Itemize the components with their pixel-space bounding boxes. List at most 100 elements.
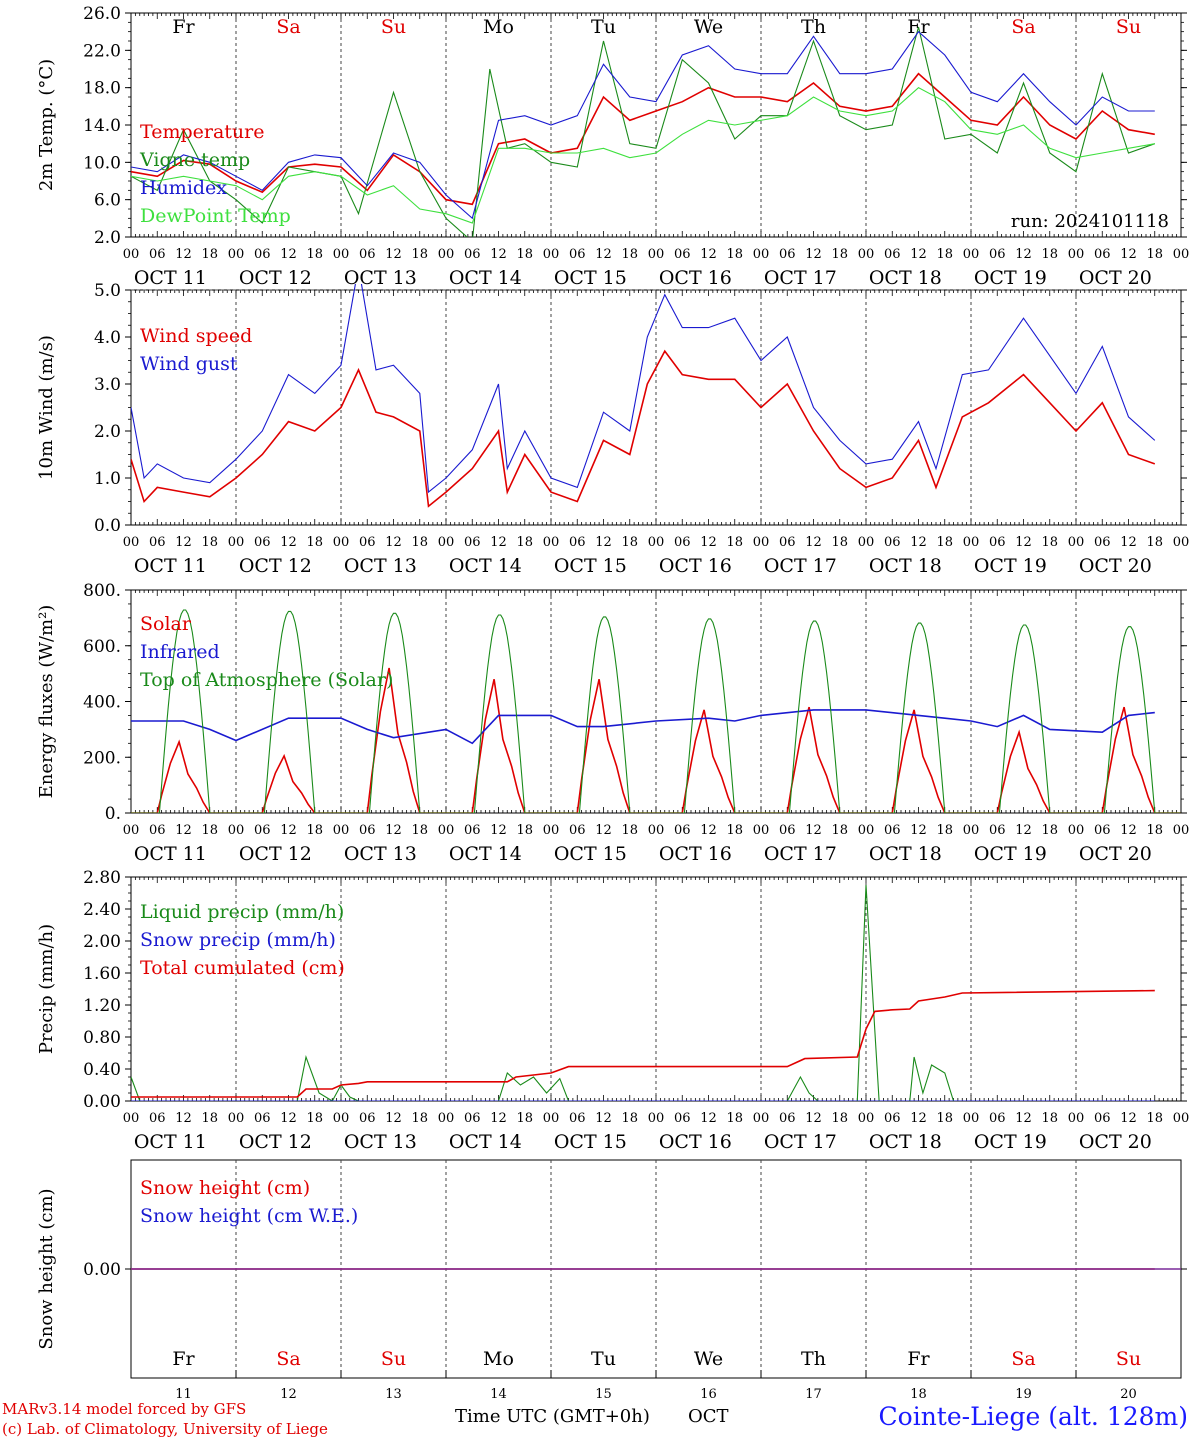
hour-tick-label: 12 <box>1015 247 1032 262</box>
hour-tick-label: 06 <box>359 247 376 262</box>
hour-tick-label: 06 <box>359 1111 376 1126</box>
date-label: OCT 20 <box>1079 267 1152 289</box>
day-of-week-label: Tu <box>591 16 616 38</box>
y-axis-label: Precip (mm/h) <box>36 924 57 1054</box>
y-tick-label: 10.0 <box>83 153 121 173</box>
hour-tick-label: 00 <box>543 823 560 838</box>
hour-tick-label: 00 <box>648 535 665 550</box>
hour-tick-label: 00 <box>858 535 875 550</box>
station-name: Cointe-Liege (alt. 128m) <box>878 1402 1188 1431</box>
date-label: OCT 19 <box>974 267 1047 289</box>
hour-tick-label: 12 <box>595 1111 612 1126</box>
y-tick-label: 2.40 <box>83 900 121 920</box>
hour-tick-label: 12 <box>1120 535 1137 550</box>
hour-tick-label: 00 <box>543 1111 560 1126</box>
day-of-week-label: Su <box>381 16 406 38</box>
y-axis-label: Energy fluxes (W/m²) <box>36 605 57 799</box>
hour-tick-label: 18 <box>726 1111 743 1126</box>
hour-tick-label: 06 <box>779 823 796 838</box>
y-tick-label: 1.0 <box>94 469 121 489</box>
day-number-label: 19 <box>1015 1387 1032 1400</box>
hour-tick-label: 06 <box>884 823 901 838</box>
date-label: OCT 15 <box>554 267 627 289</box>
date-label: OCT 12 <box>239 267 312 289</box>
legend-entry: Solar <box>140 613 192 635</box>
hour-tick-label: 18 <box>621 1111 638 1126</box>
hour-tick-label: 06 <box>464 535 481 550</box>
hour-tick-label: 06 <box>149 823 166 838</box>
y-tick-label: 18.0 <box>83 79 121 99</box>
hour-tick-label: 00 <box>228 535 245 550</box>
day-of-week-label: Th <box>801 16 826 38</box>
hour-tick-label: 12 <box>805 1111 822 1126</box>
day-number-label: 12 <box>280 1387 297 1400</box>
hour-tick-label: 12 <box>805 247 822 262</box>
hour-tick-label: 18 <box>411 823 428 838</box>
hour-tick-label: 06 <box>464 247 481 262</box>
date-label: OCT 16 <box>659 1131 732 1153</box>
hour-tick-label: 06 <box>1094 247 1111 262</box>
hour-tick-label: 18 <box>411 247 428 262</box>
hour-tick-label: 12 <box>385 1111 402 1126</box>
hour-tick-label: 18 <box>1041 535 1058 550</box>
model-credit: MARv3.14 model forced by GFS <box>2 1400 247 1418</box>
hour-tick-label: 12 <box>175 247 192 262</box>
hour-tick-label: 00 <box>648 823 665 838</box>
y-axis-label: 2m Temp. (°C) <box>36 59 57 191</box>
hour-tick-label: 18 <box>516 535 533 550</box>
panel-snow: 0.00 Snow height (cm) Snow height (cm) Snow… <box>36 1159 1187 1400</box>
hour-tick-label: 18 <box>1146 247 1163 262</box>
legend-entry: Total cumulated (cm) <box>140 957 345 979</box>
hour-tick-label: 00 <box>333 535 350 550</box>
hour-tick-label: 06 <box>149 247 166 262</box>
hour-tick-label: 12 <box>1120 247 1137 262</box>
hour-tick-label: 00 <box>123 535 140 550</box>
y-tick-label: 2.0 <box>94 422 121 442</box>
day-of-week-label: Mo <box>483 16 514 38</box>
hour-tick-label: 00 <box>753 535 770 550</box>
hour-tick-label: 00 <box>1173 823 1190 838</box>
hour-tick-label: 18 <box>411 535 428 550</box>
panel-wind: 0.0 1.0 2.0 3.0 4.0 5.0 10m Wind (m/s) Wind spe… <box>36 281 1189 577</box>
hour-tick-label: 12 <box>175 535 192 550</box>
hour-tick-label: 18 <box>1041 247 1058 262</box>
hour-tick-label: 18 <box>621 823 638 838</box>
y-tick-label: 0.00 <box>83 1092 121 1112</box>
y-axis-label: Snow height (cm) <box>36 1188 57 1349</box>
legend-entry: Wind speed <box>140 325 252 347</box>
date-label: OCT 16 <box>659 843 732 865</box>
series-line-temperature <box>131 72 1155 206</box>
date-label: OCT 13 <box>344 555 417 577</box>
hour-tick-label: 18 <box>726 535 743 550</box>
legend-entry: Liquid precip (mm/h) <box>140 901 344 923</box>
y-tick-label: 0.00 <box>83 1260 121 1280</box>
hour-tick-label: 18 <box>621 535 638 550</box>
hour-tick-label: 00 <box>753 1111 770 1126</box>
hour-tick-label: 12 <box>385 247 402 262</box>
hour-tick-label: 12 <box>175 823 192 838</box>
hour-tick-label: 06 <box>569 1111 586 1126</box>
y-axis-label: 10m Wind (m/s) <box>36 335 57 480</box>
hour-tick-label: 12 <box>805 535 822 550</box>
hour-tick-label: 12 <box>700 1111 717 1126</box>
hour-tick-label: 00 <box>228 1111 245 1126</box>
hour-tick-label: 06 <box>779 247 796 262</box>
day-of-week-label: Fr <box>172 16 195 38</box>
day-number-label: 13 <box>385 1387 402 1400</box>
hour-tick-label: 06 <box>779 1111 796 1126</box>
day-of-week-label: Fr <box>907 1348 930 1370</box>
hour-tick-label: 06 <box>464 823 481 838</box>
date-label: OCT 12 <box>239 555 312 577</box>
month-label: OCT <box>688 1406 729 1427</box>
hour-tick-label: 06 <box>149 1111 166 1126</box>
hour-tick-label: 06 <box>569 535 586 550</box>
hour-tick-label: 00 <box>1173 1111 1190 1126</box>
hour-tick-label: 00 <box>753 823 770 838</box>
date-label: OCT 15 <box>554 843 627 865</box>
date-label: OCT 18 <box>869 267 942 289</box>
hour-tick-label: 00 <box>438 1111 455 1126</box>
hour-tick-label: 06 <box>254 247 271 262</box>
hour-tick-label: 06 <box>989 1111 1006 1126</box>
hour-tick-label: 18 <box>306 535 323 550</box>
series-line-top-of-atmosphere-solar- <box>131 609 1181 813</box>
